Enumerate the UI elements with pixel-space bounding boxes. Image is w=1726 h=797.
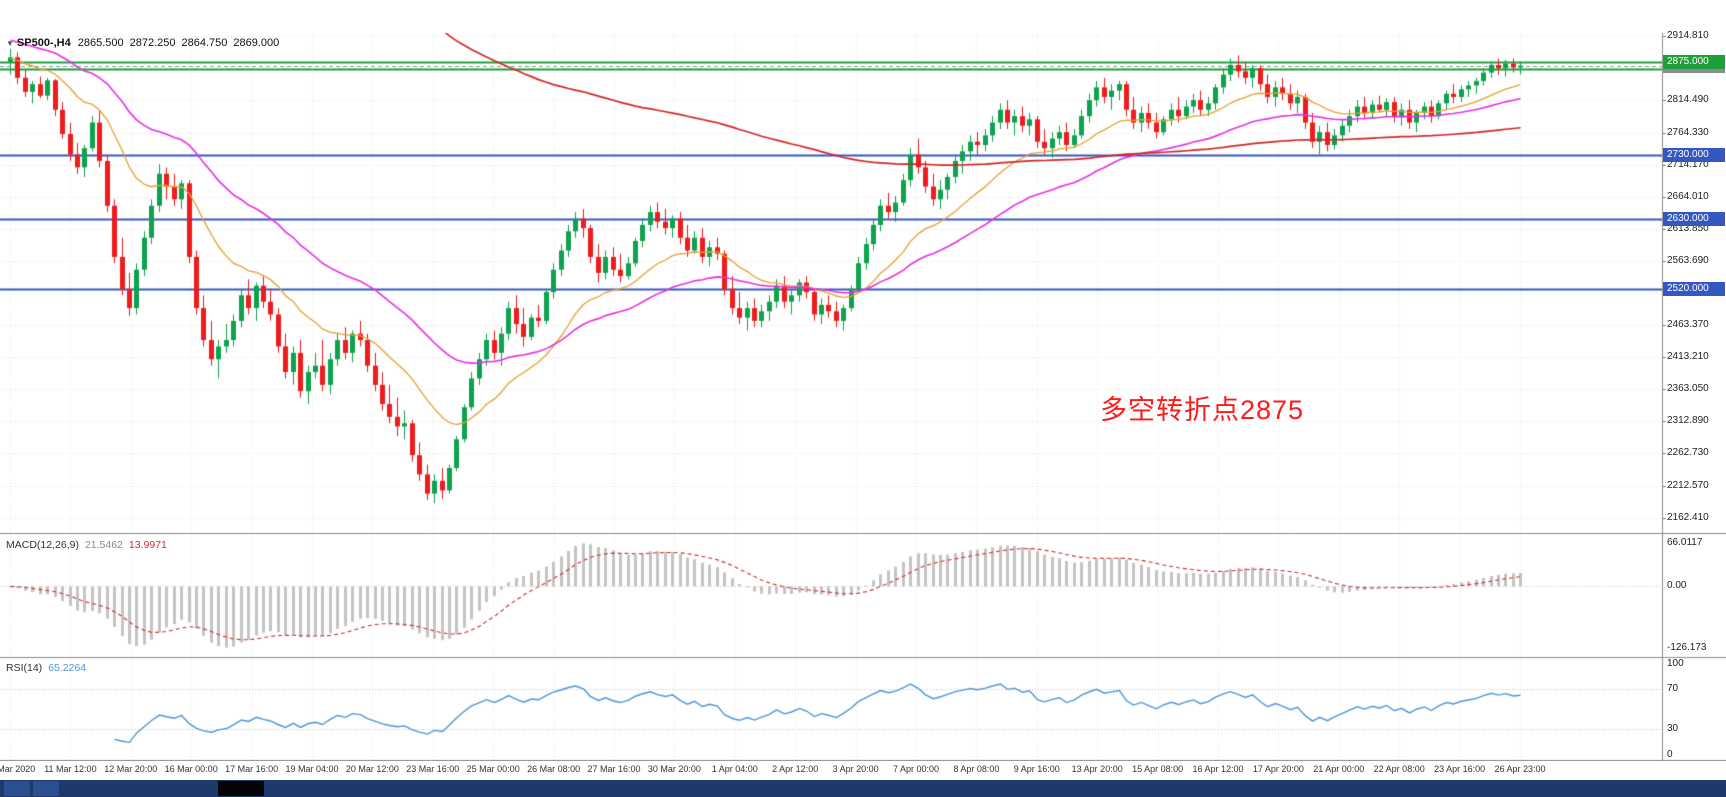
time-axis-label: 12 Mar 20:00 bbox=[104, 764, 158, 774]
price-axis-label: 2764.330 bbox=[1667, 126, 1709, 138]
price-axis-label: 2463.370 bbox=[1667, 319, 1709, 331]
rsi-axis-label: 30 bbox=[1667, 723, 1679, 735]
price-axis-label: 2714.170 bbox=[1667, 158, 1709, 170]
time-axis-label: 8 Apr 08:00 bbox=[953, 764, 1000, 774]
time-axis-label: 1 Apr 04:00 bbox=[711, 764, 758, 774]
time-axis-label: 11 Mar 12:00 bbox=[44, 764, 97, 774]
macd-axis-max: 66.0117 bbox=[1667, 537, 1703, 549]
taskbar-item[interactable] bbox=[4, 781, 30, 796]
time-axis-label: 23 Mar 16:00 bbox=[406, 764, 460, 774]
price-axis-label: 2262.730 bbox=[1667, 447, 1709, 459]
collapse-arrow-icon[interactable]: ▼ bbox=[6, 39, 14, 48]
level-tag-2875: 2875.000 bbox=[1663, 54, 1725, 69]
price-axis-label: 2312.890 bbox=[1667, 415, 1709, 427]
price-axis-label: 2613.850 bbox=[1667, 222, 1709, 234]
symbol-ohlc-line: ▼ SP500-,H4 2865.500 2872.250 2864.750 2869.0… bbox=[6, 37, 285, 49]
price-axis-label: 2162.410 bbox=[1667, 511, 1709, 523]
time-axis-label: 9 Apr 16:00 bbox=[1013, 764, 1060, 774]
time-axis-label: 7 Apr 00:00 bbox=[892, 764, 940, 774]
time-axis-label: 16 Apr 12:00 bbox=[1192, 764, 1244, 774]
time-axis-label: 22 Apr 08:00 bbox=[1373, 764, 1425, 774]
level-tag-2630: 2630.000 bbox=[1663, 211, 1725, 226]
level-tag-2520: 2520.000 bbox=[1663, 281, 1725, 296]
price-axis-label: 2814.490 bbox=[1667, 94, 1709, 106]
time-axis-label: 21 Apr 00:00 bbox=[1313, 764, 1365, 774]
time-axis-label: 27 Mar 16:00 bbox=[587, 764, 641, 774]
level-tag-2730: 2730.000 bbox=[1663, 147, 1725, 162]
time-axis-label: 20 Mar 12:00 bbox=[345, 764, 399, 774]
time-axis[interactable]: 10 Mar 2020 11 Mar 12:00 12 Mar 20:00 16 Ma… bbox=[0, 761, 1726, 780]
high-value: 2872.250 bbox=[129, 37, 176, 49]
macd-main-value: 21.5462 bbox=[84, 539, 123, 551]
time-axis-label: 15 Apr 08:00 bbox=[1132, 764, 1184, 774]
time-axis-label: 30 Mar 20:00 bbox=[647, 764, 701, 774]
time-axis-label: 3 Apr 20:00 bbox=[832, 764, 879, 774]
rsi-axis-label: 100 bbox=[1667, 658, 1684, 669]
taskbar[interactable] bbox=[0, 780, 1726, 797]
time-axis-label: 25 Mar 00:00 bbox=[466, 764, 520, 774]
time-axis-label: 16 Mar 00:00 bbox=[164, 764, 218, 774]
price-axis[interactable]: 2914.8102864.6502814.4902764.3302714.170… bbox=[1663, 30, 1726, 780]
macd-axis-zero: 0.00 bbox=[1667, 580, 1687, 592]
rsi-value: 65.2264 bbox=[48, 662, 87, 674]
price-axis-label: 2212.570 bbox=[1667, 479, 1709, 491]
price-axis-label: 2563.690 bbox=[1667, 254, 1709, 266]
time-axis-label: 26 Apr 23:00 bbox=[1494, 764, 1546, 774]
low-value: 2864.750 bbox=[181, 37, 228, 49]
price-axis-label: 2413.210 bbox=[1667, 351, 1709, 363]
price-axis-label: 2363.050 bbox=[1667, 383, 1709, 395]
time-axis-label: 23 Apr 16:00 bbox=[1434, 764, 1486, 774]
chart-text-annotation[interactable]: 多空转折点2875 bbox=[1100, 395, 1305, 425]
macd-signal-value: 13.9971 bbox=[128, 539, 167, 551]
rsi-axis-label: 0 bbox=[1667, 749, 1673, 760]
symbol-name: SP500-,H4 bbox=[16, 37, 71, 49]
time-axis-label: 17 Mar 16:00 bbox=[225, 764, 279, 774]
taskbar-item[interactable] bbox=[218, 781, 264, 796]
macd-label: MACD(12,26,9) 21.5462 13.9971 bbox=[6, 539, 167, 551]
time-axis-label: 17 Apr 20:00 bbox=[1252, 764, 1304, 774]
taskbar-item[interactable] bbox=[33, 781, 59, 796]
price-axis-label: 2914.810 bbox=[1667, 30, 1709, 42]
rsi-label: RSI(14) 65.2264 bbox=[6, 662, 87, 674]
time-axis-label: 2 Apr 12:00 bbox=[772, 764, 819, 774]
time-axis-label: 26 Mar 08:00 bbox=[527, 764, 581, 774]
macd-axis-min: -126.173 bbox=[1667, 641, 1707, 653]
time-axis-label: 10 Mar 2020 bbox=[0, 764, 36, 774]
open-value: 2865.500 bbox=[77, 37, 124, 49]
rsi-axis-label: 70 bbox=[1667, 682, 1679, 694]
price-axis-label: 2664.010 bbox=[1667, 190, 1709, 202]
time-axis-label: 13 Apr 20:00 bbox=[1071, 764, 1123, 774]
time-axis-label: 19 Mar 04:00 bbox=[285, 764, 339, 774]
close-value: 2869.000 bbox=[233, 37, 280, 49]
